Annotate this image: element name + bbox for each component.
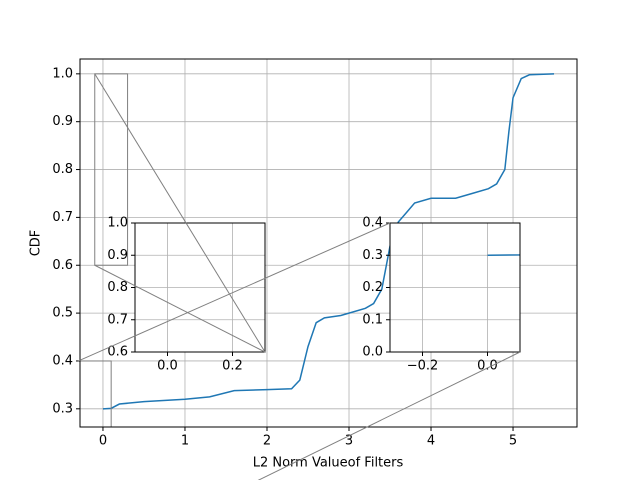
zoom-region (94, 73, 129, 266)
y-tick-label: 0.8 (52, 162, 73, 177)
x-tick-label: 0 (99, 434, 107, 449)
connector-line (78, 222, 391, 362)
y-tick-label: 0.6 (52, 258, 73, 273)
y-tick-label: 1.0 (107, 216, 128, 231)
y-tick-label: 0.7 (107, 312, 128, 327)
axes: −0.2 0.0 0.0 0.1 0.2 0.3 0.4 (362, 216, 521, 374)
y-tick-label: 1.0 (52, 66, 73, 81)
connector-line (94, 73, 266, 353)
x-tick-label: 0.0 (157, 359, 178, 374)
y-tick-label: 0.4 (362, 216, 383, 231)
x-tick-label: 5 (509, 434, 517, 449)
y-tick-label: 0.9 (107, 248, 128, 263)
x-tick-label: 2 (263, 434, 271, 449)
y-tick-label: 0.3 (362, 248, 383, 263)
y-axis-label: CDF (29, 230, 44, 257)
y-tick-label: 0.1 (362, 312, 383, 327)
y-tick-label: 0.7 (52, 210, 73, 225)
axes-frame (134, 222, 266, 353)
zoom-region (80, 360, 112, 427)
axes-frame (389, 222, 521, 353)
x-tick-label: 0.2 (222, 359, 243, 374)
x-tick-label: 3 (345, 434, 353, 449)
y-tick-label: 0.4 (52, 353, 73, 368)
cdf-line (102, 73, 555, 410)
x-tick-label: 4 (427, 434, 435, 449)
axes-frame (79, 58, 578, 428)
y-tick-label: 0.0 (362, 345, 383, 360)
y-tick-label: 0.8 (107, 280, 128, 295)
axes: 0.0 0.2 0.6 0.7 0.8 0.9 1.0 (107, 216, 266, 374)
y-tick-label: 0.9 (52, 114, 73, 129)
y-tick-label: 0.5 (52, 306, 73, 321)
x-tick-label: 1 (181, 434, 189, 449)
y-tick-label: 0.2 (362, 280, 383, 295)
connector-line (257, 351, 521, 480)
y-tick-label: 0.3 (52, 401, 73, 416)
x-tick-label: 0.0 (477, 359, 498, 374)
plot-area (80, 73, 555, 427)
x-axis-label: L2 Norm Valueof Filters (253, 456, 404, 471)
x-tick-label: −0.2 (407, 359, 439, 374)
connector-line (94, 264, 266, 353)
y-tick-label: 0.6 (107, 345, 128, 360)
